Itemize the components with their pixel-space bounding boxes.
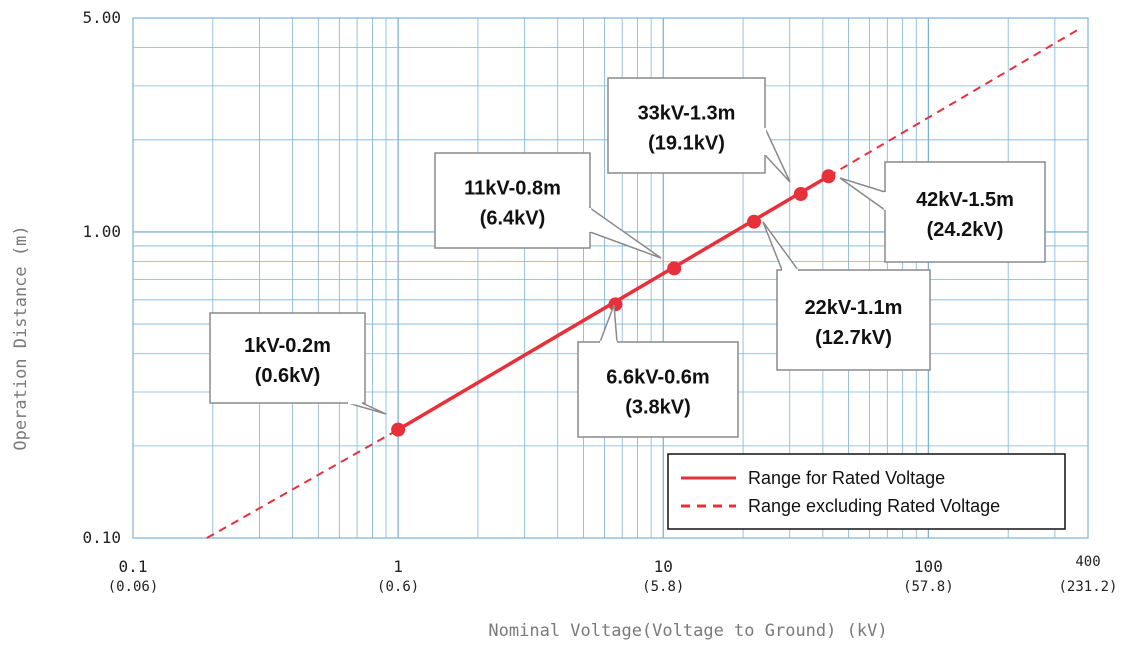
callout: 22kV-1.1m (12.7kV) bbox=[762, 221, 931, 371]
y-axis-ticks: 0.10 1.00 5.00 bbox=[82, 8, 121, 547]
callout-pointer bbox=[764, 127, 791, 183]
callout-pointer bbox=[839, 177, 886, 212]
callout-subtitle: (6.4kV) bbox=[480, 208, 546, 230]
x-tick-label: 100 bbox=[914, 557, 943, 576]
legend-label: Range for Rated Voltage bbox=[748, 468, 945, 488]
series-dashed-line bbox=[827, 28, 1080, 178]
legend: Range for Rated Voltage Range excluding R… bbox=[667, 453, 1066, 530]
callout-box bbox=[776, 269, 931, 371]
x-tick-label: 400 bbox=[1075, 554, 1100, 570]
data-point bbox=[608, 297, 623, 312]
callout-box bbox=[884, 161, 1046, 263]
x-tick-sublabel: (5.8) bbox=[642, 579, 684, 595]
callout-subtitle: (24.2kV) bbox=[927, 219, 1004, 241]
x-tick-sublabel: (231.2) bbox=[1058, 579, 1117, 595]
data-point bbox=[391, 422, 406, 437]
y-tick-label: 5.00 bbox=[82, 8, 121, 27]
x-tick-label: 10 bbox=[654, 557, 673, 576]
y-tick-label: 1.00 bbox=[82, 222, 121, 241]
x-axis-label: Nominal Voltage(Voltage to Ground) (kV) bbox=[488, 621, 887, 641]
plot-frame bbox=[132, 17, 1089, 539]
legend-label: Range excluding Rated Voltage bbox=[748, 496, 1000, 516]
callout-pointer bbox=[589, 206, 662, 259]
series-dashed-line bbox=[206, 428, 399, 539]
data-point bbox=[667, 261, 682, 276]
callout-title: 42kV-1.5m bbox=[916, 189, 1014, 211]
callout-box bbox=[607, 77, 766, 174]
callout-subtitle: (19.1kV) bbox=[648, 133, 725, 155]
data-point bbox=[747, 214, 762, 229]
x-tick-label: 0.1 bbox=[119, 557, 148, 576]
callout-subtitle: (12.7kV) bbox=[815, 327, 892, 349]
callout-subtitle: (3.8kV) bbox=[625, 397, 691, 419]
callout: 11kV-0.8m (6.4kV) bbox=[434, 152, 662, 259]
x-tick-sublabel: (57.8) bbox=[903, 579, 954, 595]
callout: 42kV-1.5m (24.2kV) bbox=[839, 161, 1046, 263]
x-axis-ticks: 0.1 (0.06) 1 (0.6) 10 (5.8) 100 (57.8) 400 (231.2… bbox=[108, 554, 1118, 595]
x-tick-sublabel: (0.6) bbox=[377, 579, 419, 595]
callout-title: 33kV-1.3m bbox=[638, 103, 736, 125]
callout-box bbox=[434, 152, 591, 249]
callout-box bbox=[209, 312, 366, 404]
callout: 1kV-0.2m (0.6kV) bbox=[209, 312, 387, 415]
callout-title: 22kV-1.1m bbox=[805, 297, 903, 319]
callout-title: 1kV-0.2m bbox=[244, 335, 331, 357]
callout-pointer bbox=[347, 402, 387, 415]
series bbox=[206, 28, 1080, 539]
callout-subtitle: (0.6kV) bbox=[255, 365, 321, 387]
callout-title: 6.6kV-0.6m bbox=[606, 367, 709, 389]
callout: 33kV-1.3m (19.1kV) bbox=[607, 77, 791, 183]
data-point bbox=[821, 169, 836, 184]
x-tick-sublabel: (0.06) bbox=[108, 579, 159, 595]
callout-box bbox=[577, 341, 739, 438]
callout-title: 11kV-0.8m bbox=[464, 178, 561, 200]
callout: 6.6kV-0.6m (3.8kV) bbox=[577, 304, 739, 438]
y-axis-label: Operation Distance (m) bbox=[11, 225, 31, 450]
data-point bbox=[793, 187, 808, 202]
x-tick-label: 1 bbox=[393, 557, 403, 576]
callouts: 1kV-0.2m (0.6kV) 6.6kV-0.6m (3.8kV) 11kV-0.8… bbox=[209, 77, 1046, 438]
legend-box bbox=[667, 453, 1066, 530]
y-tick-label: 0.10 bbox=[82, 528, 121, 547]
